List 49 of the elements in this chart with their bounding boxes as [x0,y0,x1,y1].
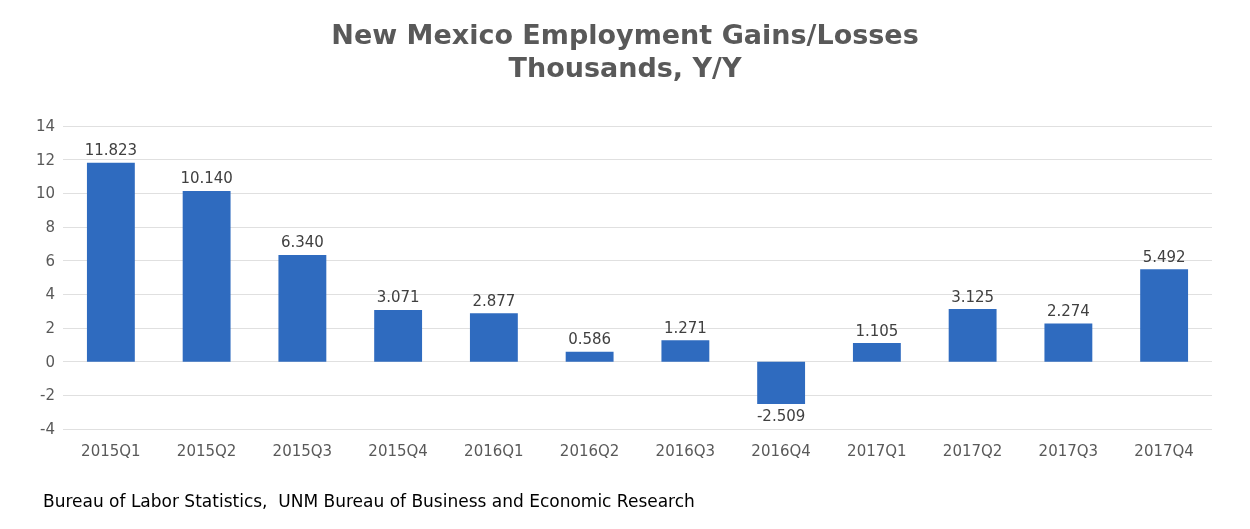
y-tick-label: 14 [35,117,55,135]
y-tick-label: -2 [40,386,55,405]
x-tick-label: 2015Q2 [176,441,237,460]
y-tick-label: 0 [45,352,55,371]
x-tick-label: 2017Q4 [1134,441,1194,460]
data-label: 11.823 [84,141,138,160]
x-tick-label: 2017Q1 [847,441,907,460]
x-tick-label: 2016Q4 [751,441,811,460]
bar [278,254,327,362]
x-tick-label: 2015Q1 [81,441,141,460]
text: Bureau of Labor Statistics, UNM Bureau of Business and Economic Research [43,490,695,511]
bar [1140,269,1189,362]
chart-title: New Mexico Employment Gains/Losses [331,19,919,50]
x-tick-label: 2017Q2 [942,441,1003,460]
y-tick-label: 12 [35,150,55,169]
data-label: 3.125 [951,287,995,306]
y-tick-label: -4 [40,420,55,438]
data-label: 5.492 [1142,247,1186,266]
data-label: 1.271 [663,318,707,337]
y-tick-label: 4 [45,285,55,304]
bar [182,190,231,362]
data-label: 1.105 [855,321,899,340]
x-tick-label: 2016Q1 [464,441,524,460]
data-label: -2.509 [756,407,806,426]
x-tick-label: 2017Q3 [1038,441,1099,460]
bar [1044,323,1093,362]
y-tick-label: 10 [35,184,55,203]
bar [852,343,901,362]
data-label: 2.877 [472,291,516,310]
data-label: 6.340 [280,233,324,252]
bar [661,340,710,362]
x-tick-label: 2015Q3 [272,441,333,460]
y-tick-label: 8 [45,218,55,236]
bar [757,361,806,404]
y-tick-label: 2 [45,319,55,337]
data-label: 2.274 [1046,301,1090,320]
chart-subtitle: Thousands, Y/Y [508,52,742,83]
data-label: 3.071 [376,288,420,307]
x-tick-label: 2015Q4 [368,441,428,460]
x-tick-label: 2016Q2 [559,441,620,460]
bar [948,309,997,362]
bar [469,313,518,362]
bar [374,309,423,362]
data-label: 10.140 [180,169,233,188]
y-tick-label: 6 [45,251,55,270]
data-label: 0.586 [568,330,612,349]
bar [565,351,614,362]
bar [86,162,135,362]
x-tick-label: 2016Q3 [655,441,716,460]
